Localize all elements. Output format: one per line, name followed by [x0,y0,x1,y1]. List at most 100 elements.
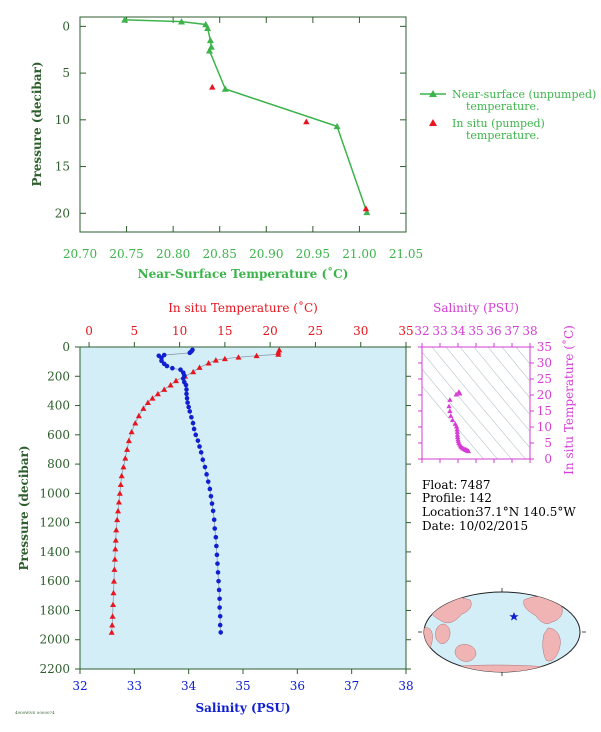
near-surface-legend: Near-surface (unpumped) temperature. In … [420,88,596,142]
legend-label-pumped-1: In situ (pumped) [452,117,545,130]
temperature-point [113,526,120,533]
ts-point [448,413,454,418]
temperature-point [112,537,119,543]
profile-chart: 0 5 10 15 20 25 30 35 32 33 34 35 36 37 38 0 200 400 600… [15,300,414,715]
legend-marker-red-triangle [429,119,437,126]
land-antarctica [439,664,561,672]
near-surface-unpumped-point [221,85,229,92]
ts-points [446,389,472,454]
near-surface-y-tick-label: 10 [55,113,70,127]
ts-density-contours [422,347,530,459]
profile-value: 142 [469,491,492,505]
temperature-point [253,352,260,359]
profile-pressure-axis-label: Pressure (decibar) [17,445,31,570]
salinity-point [164,363,170,369]
float-location-star [509,612,519,621]
temperature-point [120,464,127,470]
salinity-point [185,400,190,405]
salinity-point [190,420,196,426]
salinity-point [184,387,189,392]
salinity-point [198,450,204,455]
density-contour [515,347,530,365]
salinity-point [215,570,221,575]
profile-salinity-tick-label: 33 [127,679,142,693]
salinity-point [213,534,219,540]
ts-point [457,390,463,396]
ts-temperature-tick-label: 30 [537,356,552,370]
near-surface-x-axis-label: Near-Surface Temperature (˚C) [138,266,349,281]
profile-pressure-tick-label: 200 [47,369,70,383]
near-surface-unpumped-line [124,19,368,213]
profile-salinity-tick-label: 37 [344,679,359,693]
temperature-point [110,578,117,584]
profile-pressure-tick-label: 1400 [39,545,70,559]
near-surface-x-tick-label: 20.75 [109,247,143,261]
near-surface-y-tick-labels: 0 5 10 15 20 [55,19,70,220]
near-surface-x-tick-label: 20.95 [296,247,330,261]
temperature-point [110,601,117,607]
ts-salinity-tick-label: 35 [468,324,483,338]
ts-temperature-axis-label: In situ Temperature (˚C) [561,325,576,475]
density-contour [431,347,526,459]
near-surface-x-tick-label: 20.80 [156,247,190,261]
ts-point [455,436,461,442]
temperature-point [140,405,147,411]
location-value: 37.1°N 140.5°W [476,505,576,519]
ts-temperature-tick-label: 35 [537,340,552,354]
profile-temperature-tick-labels: 0 5 10 15 20 25 30 35 [85,324,413,338]
near-surface-y-tick-label: 5 [62,66,70,80]
temperature-point [122,455,129,461]
near-surface-x-tick-label: 21.00 [342,247,376,261]
temperature-point [110,589,117,596]
near-surface-x-tick-label: 21.05 [389,247,423,261]
near-surface-series [121,16,371,216]
temperature-point [111,556,118,562]
salinity-point [193,432,199,438]
legend-marker-green-triangle [429,90,437,97]
near-surface-unpumped-point [363,208,371,216]
near-surface-y-tick-label: 20 [55,206,70,220]
ts-temperature-tick-label: 25 [537,372,552,386]
salinity-point [191,426,197,432]
temperature-point [221,355,228,362]
ts-point [454,429,460,434]
temperature-point [161,386,168,392]
location-label: Location: [422,505,479,519]
salinity-point [205,479,211,484]
ts-temperature-tick-label: 5 [544,436,552,450]
ts-ticks [418,343,534,463]
temperature-point [128,428,135,435]
salinity-point [180,376,186,381]
ts-salinity-tick-labels: 32 33 34 35 36 37 38 [414,324,537,338]
profile-pressure-tick-label: 400 [47,399,70,413]
ts-salinity-tick-label: 36 [486,324,501,338]
near-surface-unpumped-point [333,122,341,130]
temperature-point [212,357,219,363]
ts-salinity-tick-label: 32 [414,324,429,338]
ts-point [447,397,453,402]
salinity-point [216,587,222,593]
ts-temperature-tick-label: 10 [537,420,552,434]
near-surface-unpumped-point [178,18,186,25]
date-value: 10/02/2015 [459,519,528,533]
profile-label: Profile: [422,491,466,505]
salinity-point [178,367,183,372]
float-value: 7487 [460,478,491,492]
temperature-point [109,613,116,619]
profile-series [108,346,283,635]
salinity-point [204,472,209,477]
ts-temperature-tick-label: 0 [544,452,552,466]
profile-salinity-tick-label: 34 [181,679,197,693]
ts-plot-background [422,347,530,459]
salinity-point [161,352,167,358]
profile-pressure-tick-label: 800 [47,457,70,471]
ts-point [454,432,461,437]
profile-temperature-tick-label: 20 [263,324,278,338]
near-surface-x-tick-label: 20.70 [63,247,97,261]
ts-salinity-tick-label: 34 [450,324,466,338]
near-surface-plot-frame [79,16,407,233]
near-surface-chart: 20.70 20.75 20.80 20.85 20.90 20.95 21.00 21.05… [30,16,596,281]
temperature-point [115,499,122,505]
profile-pressure-tick-label: 2200 [39,662,70,676]
temperature-point [205,360,212,366]
